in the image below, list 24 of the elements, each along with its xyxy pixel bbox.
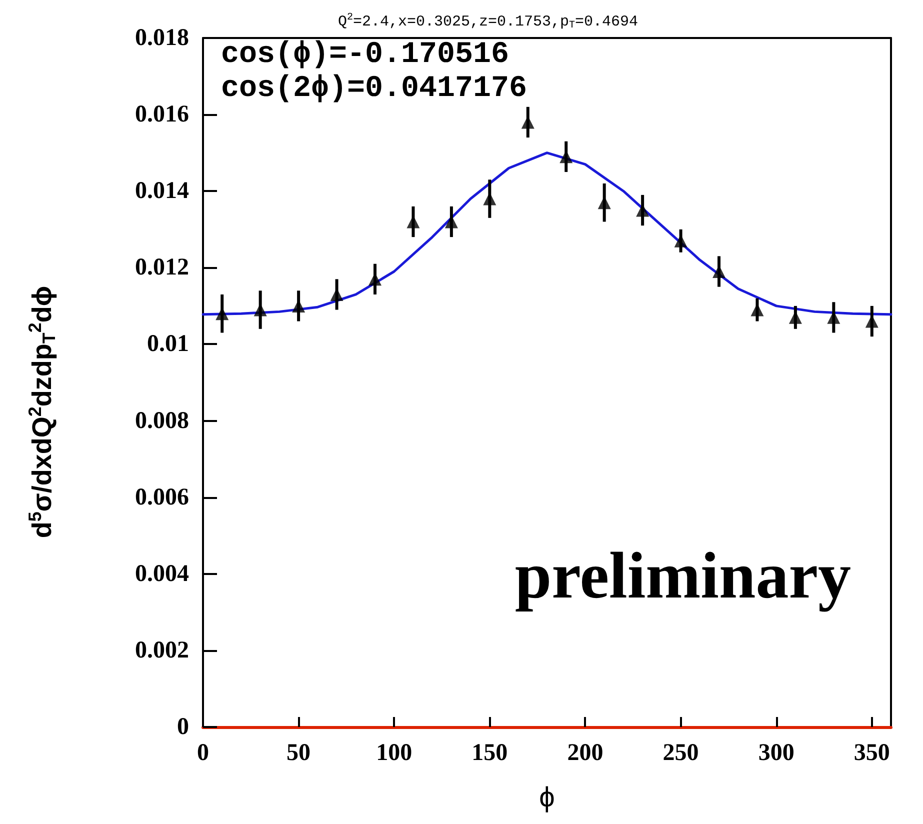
x-tick-label: 300 <box>758 740 794 766</box>
y-tick-label: 0.012 <box>135 254 189 281</box>
y-tick-label: 0.004 <box>135 560 189 587</box>
line-series <box>202 152 892 316</box>
y-tick-label: 0.008 <box>135 408 189 434</box>
x-tick-label: 100 <box>376 740 412 766</box>
x-tick-label: 50 <box>286 740 311 766</box>
x-axis-title: ϕ <box>539 782 555 812</box>
y-axis-title: d5σ/dxdQ2dzdpT2dϕ <box>25 286 59 538</box>
y-tick-label: 0.002 <box>135 637 189 664</box>
y-tick-label: 0 <box>177 714 189 740</box>
x-tick-label: 150 <box>472 740 508 766</box>
y-tick-label: 0.016 <box>135 102 189 128</box>
y-tick-label: 0.01 <box>147 331 189 358</box>
x-tick-label: 0 <box>197 740 209 766</box>
annotation: cos(ϕ)=-0.170516 <box>221 38 510 72</box>
y-tick-label: 0.014 <box>135 178 189 204</box>
annotation: preliminary <box>514 540 852 612</box>
annotation: cos(2ϕ)=0.0417176 <box>221 72 528 106</box>
x-tick-label: 250 <box>662 740 699 766</box>
x-tick-label: 350 <box>854 740 890 766</box>
y-tick-label: 0.006 <box>135 484 189 510</box>
y-tick-label: 0.018 <box>135 25 189 51</box>
x-tick-label: 200 <box>567 740 604 766</box>
